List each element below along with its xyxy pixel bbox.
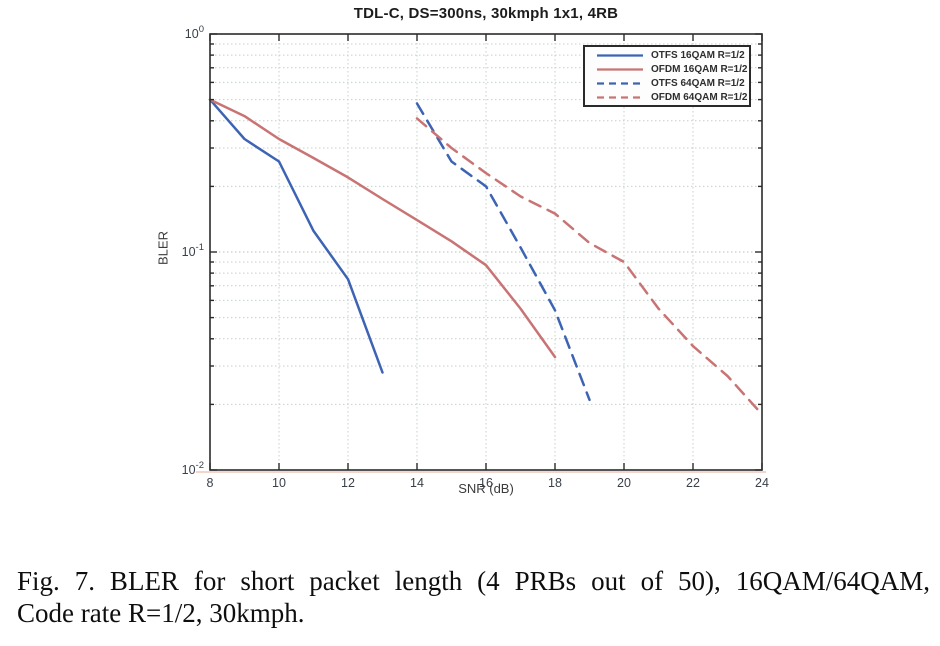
legend-line-sample	[597, 81, 643, 85]
legend-entry-label: OTFS 16QAM R=1/2	[651, 49, 745, 61]
y-tick-label: 100	[185, 24, 204, 41]
x-tick-label: 8	[207, 476, 214, 490]
x-tick-label: 14	[410, 476, 424, 490]
plot-area: 8 10 12 14 16 18 20 22 24 100 10-1 10-2	[182, 24, 769, 490]
chart-title: TDL-C, DS=300ns, 30kmph 1x1, 4RB	[353, 5, 619, 22]
x-tick-label: 16	[479, 476, 493, 490]
x-tick-label: 20	[617, 476, 631, 490]
legend-entry: OTFS 16QAM R=1/2	[594, 48, 749, 62]
series-ofdm-64qam-r-1-2	[415, 117, 764, 416]
y-tick-label: 10-1	[182, 242, 204, 259]
series-otfs-64qam-r-1-2	[415, 102, 591, 402]
legend-entry: OFDM 16QAM R=1/2	[594, 62, 749, 76]
legend-line-sample	[597, 53, 643, 57]
x-axis-label: SNR (dB)	[458, 481, 514, 496]
y-axis-label: BLER	[155, 231, 171, 265]
x-tick-label: 12	[341, 476, 355, 490]
x-tick-label: 10	[272, 476, 286, 490]
scan-artifact-line	[196, 471, 766, 473]
x-tick-label: 24	[755, 476, 769, 490]
legend-entry-label: OFDM 16QAM R=1/2	[651, 63, 748, 75]
legend-line-sample	[597, 67, 643, 71]
series-ofdm-16qam-r-1-2	[208, 98, 557, 359]
legend-line-sample	[597, 95, 643, 99]
x-tick-label: 22	[686, 476, 700, 490]
figure-caption: Fig. 7. BLER for short packet length (4 …	[17, 565, 930, 629]
figure-caption-line2: Code rate R=1/2, 30kmph.	[17, 598, 305, 628]
legend: OTFS 16QAM R=1/2 OFDM 16QAM R=1/2 OTFS 64Q…	[583, 45, 751, 107]
figure-caption-line1: Fig. 7. BLER for short packet length (4 …	[17, 566, 930, 596]
legend-entry: OTFS 64QAM R=1/2	[594, 76, 749, 90]
legend-entry-label: OTFS 64QAM R=1/2	[651, 77, 745, 89]
legend-entry-label: OFDM 64QAM R=1/2	[651, 91, 748, 103]
x-tick-label: 18	[548, 476, 562, 490]
legend-entry: OFDM 64QAM R=1/2	[594, 90, 749, 104]
series-otfs-16qam-r-1-2	[208, 98, 384, 374]
y-tick-label: 10-2	[182, 460, 204, 477]
